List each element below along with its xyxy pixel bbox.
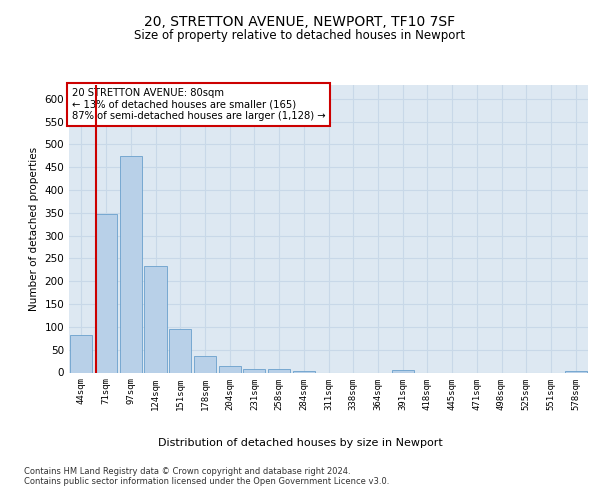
Bar bbox=[565, 370, 587, 372]
Bar bbox=[194, 356, 216, 372]
Text: Contains HM Land Registry data © Crown copyright and database right 2024.: Contains HM Land Registry data © Crown c… bbox=[24, 468, 350, 476]
Bar bbox=[243, 369, 265, 372]
Bar bbox=[119, 156, 142, 372]
Bar bbox=[145, 266, 167, 372]
Bar bbox=[268, 369, 290, 372]
Bar bbox=[169, 328, 191, 372]
Text: 20, STRETTON AVENUE, NEWPORT, TF10 7SF: 20, STRETTON AVENUE, NEWPORT, TF10 7SF bbox=[145, 16, 455, 30]
Bar bbox=[293, 370, 315, 372]
Text: Contains public sector information licensed under the Open Government Licence v3: Contains public sector information licen… bbox=[24, 478, 389, 486]
Bar bbox=[70, 335, 92, 372]
Bar bbox=[95, 214, 117, 372]
Y-axis label: Number of detached properties: Number of detached properties bbox=[29, 146, 39, 311]
Bar bbox=[392, 370, 414, 372]
Text: 20 STRETTON AVENUE: 80sqm
← 13% of detached houses are smaller (165)
87% of semi: 20 STRETTON AVENUE: 80sqm ← 13% of detac… bbox=[71, 88, 325, 121]
Text: Size of property relative to detached houses in Newport: Size of property relative to detached ho… bbox=[134, 30, 466, 43]
Text: Distribution of detached houses by size in Newport: Distribution of detached houses by size … bbox=[158, 438, 442, 448]
Bar bbox=[218, 366, 241, 372]
